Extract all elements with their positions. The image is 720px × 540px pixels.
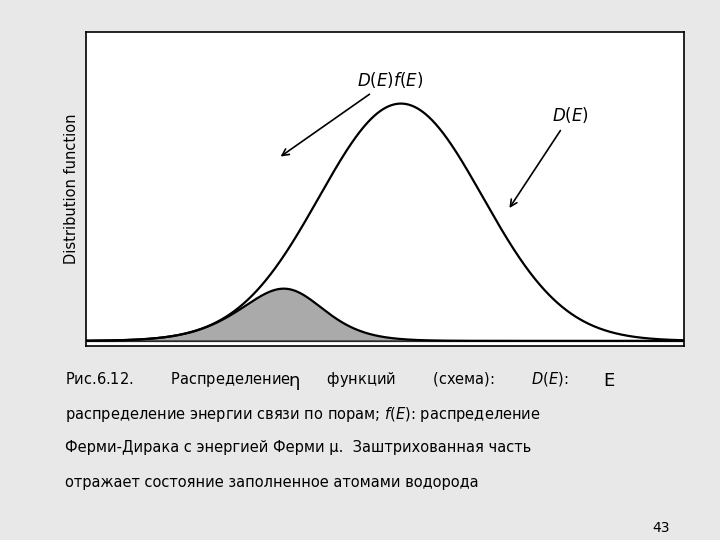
Text: $D(E)$: $D(E)$ <box>510 105 589 206</box>
Text: отражает состояние заполненное атомами водорода: отражает состояние заполненное атомами в… <box>65 475 478 490</box>
Text: E: E <box>603 372 614 390</box>
Y-axis label: Distribution function: Distribution function <box>65 114 79 264</box>
Text: 43: 43 <box>652 521 670 535</box>
Text: Ферми-Дирака с энергией Ферми μ.  Заштрихованная часть: Ферми-Дирака с энергией Ферми μ. Заштрих… <box>65 440 531 455</box>
Text: $D(E)f(E)$: $D(E)f(E)$ <box>282 70 423 156</box>
Text: η: η <box>288 372 300 390</box>
Text: Рис.6.12.        Распределение        функций        (схема):        $D(E)$:: Рис.6.12. Распределение функций (схема):… <box>65 370 569 389</box>
Text: распределение энергии связи по порам; $f(E)$: распределение: распределение энергии связи по порам; $f… <box>65 405 541 424</box>
